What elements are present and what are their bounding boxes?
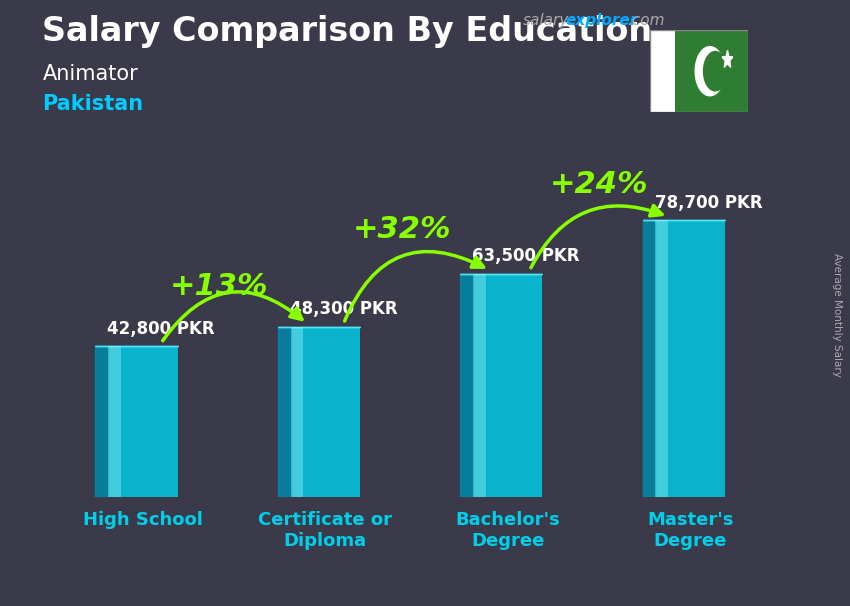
Text: 78,700 PKR: 78,700 PKR [654, 193, 762, 211]
Polygon shape [278, 327, 291, 497]
Text: +24%: +24% [550, 170, 649, 199]
Text: salary: salary [523, 13, 569, 28]
Bar [675, 30, 748, 112]
Polygon shape [695, 47, 724, 96]
Text: explorer: explorer [565, 13, 638, 28]
Bar [108, 347, 178, 497]
Text: Animator: Animator [42, 64, 139, 84]
Bar [655, 221, 668, 497]
Text: +13%: +13% [170, 271, 269, 301]
Polygon shape [643, 221, 655, 497]
Bar [291, 327, 303, 497]
Bar [108, 347, 121, 497]
Text: Pakistan: Pakistan [42, 94, 144, 114]
Polygon shape [722, 50, 733, 67]
Text: 63,500 PKR: 63,500 PKR [473, 247, 580, 265]
Text: 48,300 PKR: 48,300 PKR [290, 301, 397, 318]
Text: 42,800 PKR: 42,800 PKR [107, 320, 215, 338]
Bar [291, 327, 360, 497]
Polygon shape [461, 274, 473, 497]
Bar [650, 30, 675, 112]
Text: .com: .com [627, 13, 665, 28]
Polygon shape [704, 52, 727, 91]
Bar [473, 274, 542, 497]
Bar [473, 274, 485, 497]
Text: +32%: +32% [353, 215, 451, 244]
Text: Average Monthly Salary: Average Monthly Salary [832, 253, 842, 377]
Text: Salary Comparison By Education: Salary Comparison By Education [42, 15, 653, 48]
Bar [655, 221, 725, 497]
Polygon shape [95, 347, 108, 497]
